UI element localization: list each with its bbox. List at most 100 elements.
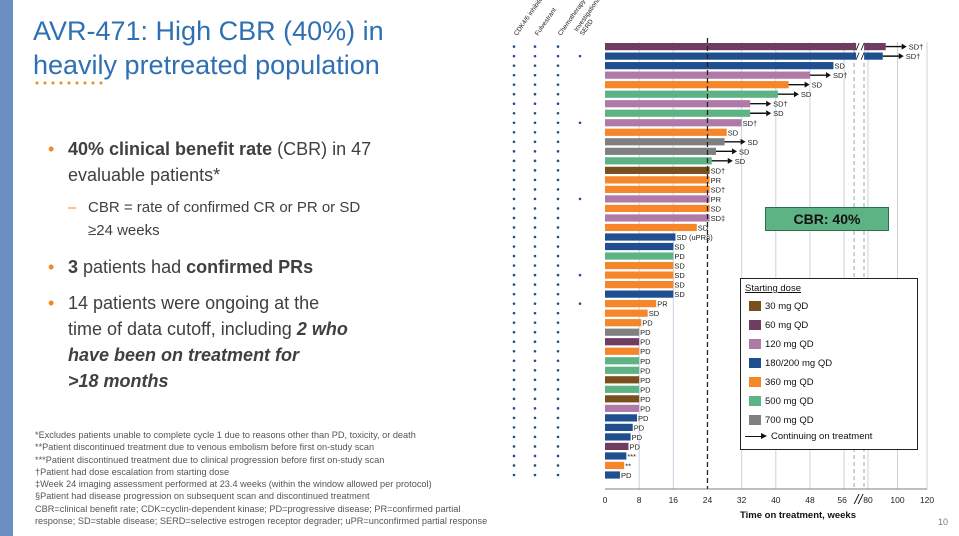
prior-therapy-dot: [556, 283, 560, 286]
prior-therapy-dot: [533, 188, 537, 191]
prior-therapy-dot: [512, 254, 516, 258]
prior-therapy-dot: [533, 150, 537, 153]
legend-label: 500 mg QD: [765, 396, 814, 407]
prior-therapy-dot: [556, 435, 560, 439]
response-label: SD: [674, 290, 685, 299]
prior-therapy-dot: [556, 130, 560, 134]
patient-bar: [605, 147, 717, 155]
prior-therapy-dot: [512, 473, 516, 477]
prior-therapy-dot: [556, 330, 560, 334]
prior-therapy-dot: [578, 273, 582, 277]
prior-therapy-dot: [533, 273, 537, 277]
x-tick-label: 56: [837, 495, 847, 505]
prior-therapy-dot: [533, 388, 537, 391]
legend-item-180mg: 180/200 mg QD: [749, 358, 832, 370]
response-label: SD†: [743, 119, 758, 128]
prior-therapy-dot: [533, 359, 537, 363]
bar-break-gap: [856, 42, 865, 52]
patient-bar: [605, 357, 640, 365]
prior-therapy-dot: [512, 45, 516, 48]
response-label: PD: [674, 252, 685, 261]
footnote: **Patient discontinued treatment due to …: [35, 442, 375, 453]
prior-therapy-dot: [512, 102, 516, 106]
prior-therapy-dot: [556, 464, 560, 467]
response-label: SD: [773, 109, 784, 118]
bullet-pr-text: patients had: [78, 257, 187, 277]
prior-therapy-dot: [512, 54, 516, 58]
footnote: §Patient had disease progression on subs…: [35, 491, 370, 502]
prior-therapy-dot: [578, 121, 582, 125]
patient-bar: [605, 414, 638, 422]
footnote: ‡Week 24 imaging assessment performed at…: [35, 479, 432, 490]
prior-therapy-dot: [556, 92, 560, 96]
legend-swatch: [749, 339, 761, 350]
response-label: SD: [834, 62, 845, 71]
patient-bar: [605, 223, 697, 232]
prior-therapy-dot: [556, 102, 560, 106]
prior-therapy-dot: [556, 454, 560, 458]
cbr-callout: CBR: 40%: [765, 207, 889, 231]
prior-therapy-dot: [533, 64, 537, 67]
legend-item-30mg: 30 mg QD: [749, 301, 808, 313]
prior-therapy-dot: [556, 340, 560, 344]
prior-therapy-dot: [556, 388, 560, 391]
prior-therapy-dot: [556, 178, 560, 182]
arrow-icon: [901, 43, 907, 50]
prior-therapy-dot: [512, 368, 516, 372]
footnotes: *Excludes patients unable to complete cy…: [35, 429, 505, 527]
patient-bar: [605, 471, 620, 479]
prior-therapy-dot: [533, 416, 537, 420]
prior-therapy-dot: [512, 235, 516, 239]
bullet-marker: •: [48, 293, 55, 313]
bullet-ongoing-line3: have been on treatment for: [68, 345, 300, 365]
bar-break-mark: [860, 52, 865, 60]
prior-therapy-dot: [512, 349, 516, 353]
prior-therapy-dot: [512, 273, 516, 277]
response-label: PR: [711, 176, 722, 185]
prior-therapy-dot: [533, 445, 537, 448]
legend-item-120mg: 120 mg QD: [749, 339, 814, 351]
prior-therapy-dot: [512, 207, 516, 210]
prior-therapy-dot: [512, 397, 516, 401]
patient-bar: [605, 309, 648, 317]
title-line-2: heavily pretreated population: [33, 50, 380, 80]
response-label: PD: [629, 442, 640, 451]
patient-bar: [605, 385, 640, 393]
prior-therapy-dot: [533, 159, 537, 163]
prior-therapy-dot: [556, 169, 560, 172]
patient-bar: [605, 157, 712, 165]
prior-therapy-dot: [512, 464, 516, 467]
prior-therapy-dot: [533, 349, 537, 353]
patient-bar: [605, 81, 789, 89]
patient-bar: [605, 242, 674, 251]
legend-swatch: [749, 320, 761, 331]
prior-therapy-dot: [556, 426, 560, 429]
prior-therapy-dot: [556, 73, 560, 77]
prior-therapy-dot: [512, 454, 516, 458]
patient-bar: [605, 52, 883, 60]
x-tick-label: 100: [890, 495, 904, 505]
arrow-icon: [825, 72, 831, 79]
prior-therapy-dot: [512, 197, 516, 201]
response-label: SD (uPR§): [676, 233, 713, 242]
arrow-icon: [804, 81, 810, 88]
prior-therapy-dot: [556, 207, 560, 210]
prior-therapy-dot: [556, 216, 560, 220]
prior-therapy-dot: [556, 188, 560, 191]
response-label: PD: [640, 376, 651, 385]
prior-therapy-dot: [556, 140, 560, 144]
patient-bar: [605, 176, 710, 184]
legend-label: 30 mg QD: [765, 301, 809, 312]
patient-bar: [605, 214, 710, 222]
response-label: ***: [627, 452, 636, 461]
title-dot-divider: [35, 81, 103, 85]
response-label: PD: [640, 404, 651, 413]
response-label: SD: [735, 157, 746, 166]
prior-therapy-dot: [533, 283, 537, 286]
x-tick-label: 40: [771, 495, 781, 505]
legend-item-500mg: 500 mg QD: [749, 396, 814, 408]
patient-bar: [605, 185, 710, 193]
x-tick-label: 24: [703, 495, 713, 505]
prior-therapy-dot: [533, 102, 537, 106]
